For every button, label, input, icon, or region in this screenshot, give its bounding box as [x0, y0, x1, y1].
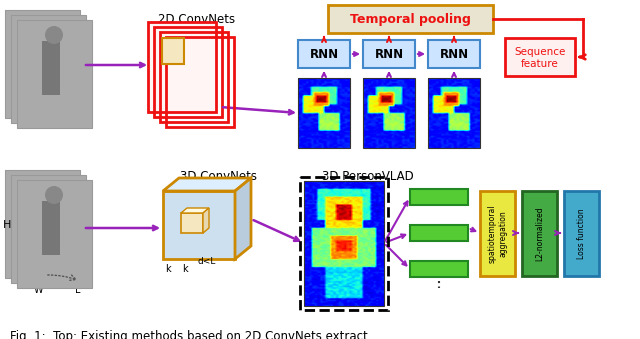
Bar — [160, 32, 228, 122]
Bar — [42, 201, 60, 255]
Text: H: H — [3, 220, 12, 230]
Circle shape — [45, 186, 63, 204]
Bar — [410, 189, 468, 205]
Text: 2D ConvNets: 2D ConvNets — [159, 13, 236, 26]
Bar — [148, 22, 216, 112]
Text: Loss function: Loss function — [577, 208, 586, 259]
Text: d<L: d<L — [198, 257, 216, 266]
Bar — [298, 40, 350, 68]
Text: W: W — [33, 285, 43, 295]
Text: k: k — [182, 264, 188, 274]
Bar — [17, 20, 92, 128]
Text: RNN: RNN — [440, 48, 468, 61]
Bar — [564, 191, 599, 276]
Text: 3D PersonVLAD: 3D PersonVLAD — [322, 170, 414, 183]
Bar — [363, 78, 415, 148]
Bar — [11, 15, 86, 123]
Text: L2-normalized: L2-normalized — [535, 206, 544, 261]
Text: k: k — [165, 264, 171, 274]
Bar — [428, 78, 480, 148]
Bar — [163, 191, 235, 259]
Bar — [410, 261, 468, 277]
Text: RNN: RNN — [309, 48, 339, 61]
Circle shape — [39, 21, 57, 39]
Text: RNN: RNN — [374, 48, 404, 61]
Bar — [36, 196, 54, 250]
Bar — [30, 191, 48, 245]
Bar — [166, 37, 234, 127]
Bar — [162, 38, 184, 64]
Polygon shape — [163, 178, 251, 191]
Bar — [11, 175, 86, 283]
Bar — [298, 78, 350, 148]
Bar — [480, 191, 515, 276]
Polygon shape — [203, 208, 209, 233]
Bar — [5, 10, 80, 118]
Bar — [5, 170, 80, 278]
Text: L: L — [76, 285, 81, 295]
Bar — [328, 5, 493, 33]
Bar — [17, 180, 92, 288]
Bar — [505, 38, 575, 76]
Text: spatiotemporal
aggregation: spatiotemporal aggregation — [488, 204, 507, 263]
Bar — [181, 213, 203, 233]
Bar — [304, 181, 384, 306]
Bar — [42, 41, 60, 95]
Bar — [363, 40, 415, 68]
Bar — [522, 191, 557, 276]
Bar — [410, 225, 468, 241]
Text: Sequence
feature: Sequence feature — [515, 47, 566, 69]
Text: 3D ConvNets: 3D ConvNets — [179, 170, 257, 183]
Text: Temporal pooling: Temporal pooling — [350, 14, 471, 26]
Bar — [428, 40, 480, 68]
Bar — [30, 31, 48, 85]
Bar — [154, 27, 222, 117]
Circle shape — [45, 26, 63, 44]
Bar — [36, 36, 54, 90]
Polygon shape — [235, 178, 251, 259]
Circle shape — [33, 176, 51, 194]
Text: Fig. 1:  Top: Existing methods based on 2D ConvNets extract: Fig. 1: Top: Existing methods based on 2… — [10, 330, 368, 339]
Polygon shape — [181, 208, 209, 213]
Circle shape — [33, 16, 51, 34]
Bar — [300, 177, 388, 310]
Circle shape — [39, 181, 57, 199]
